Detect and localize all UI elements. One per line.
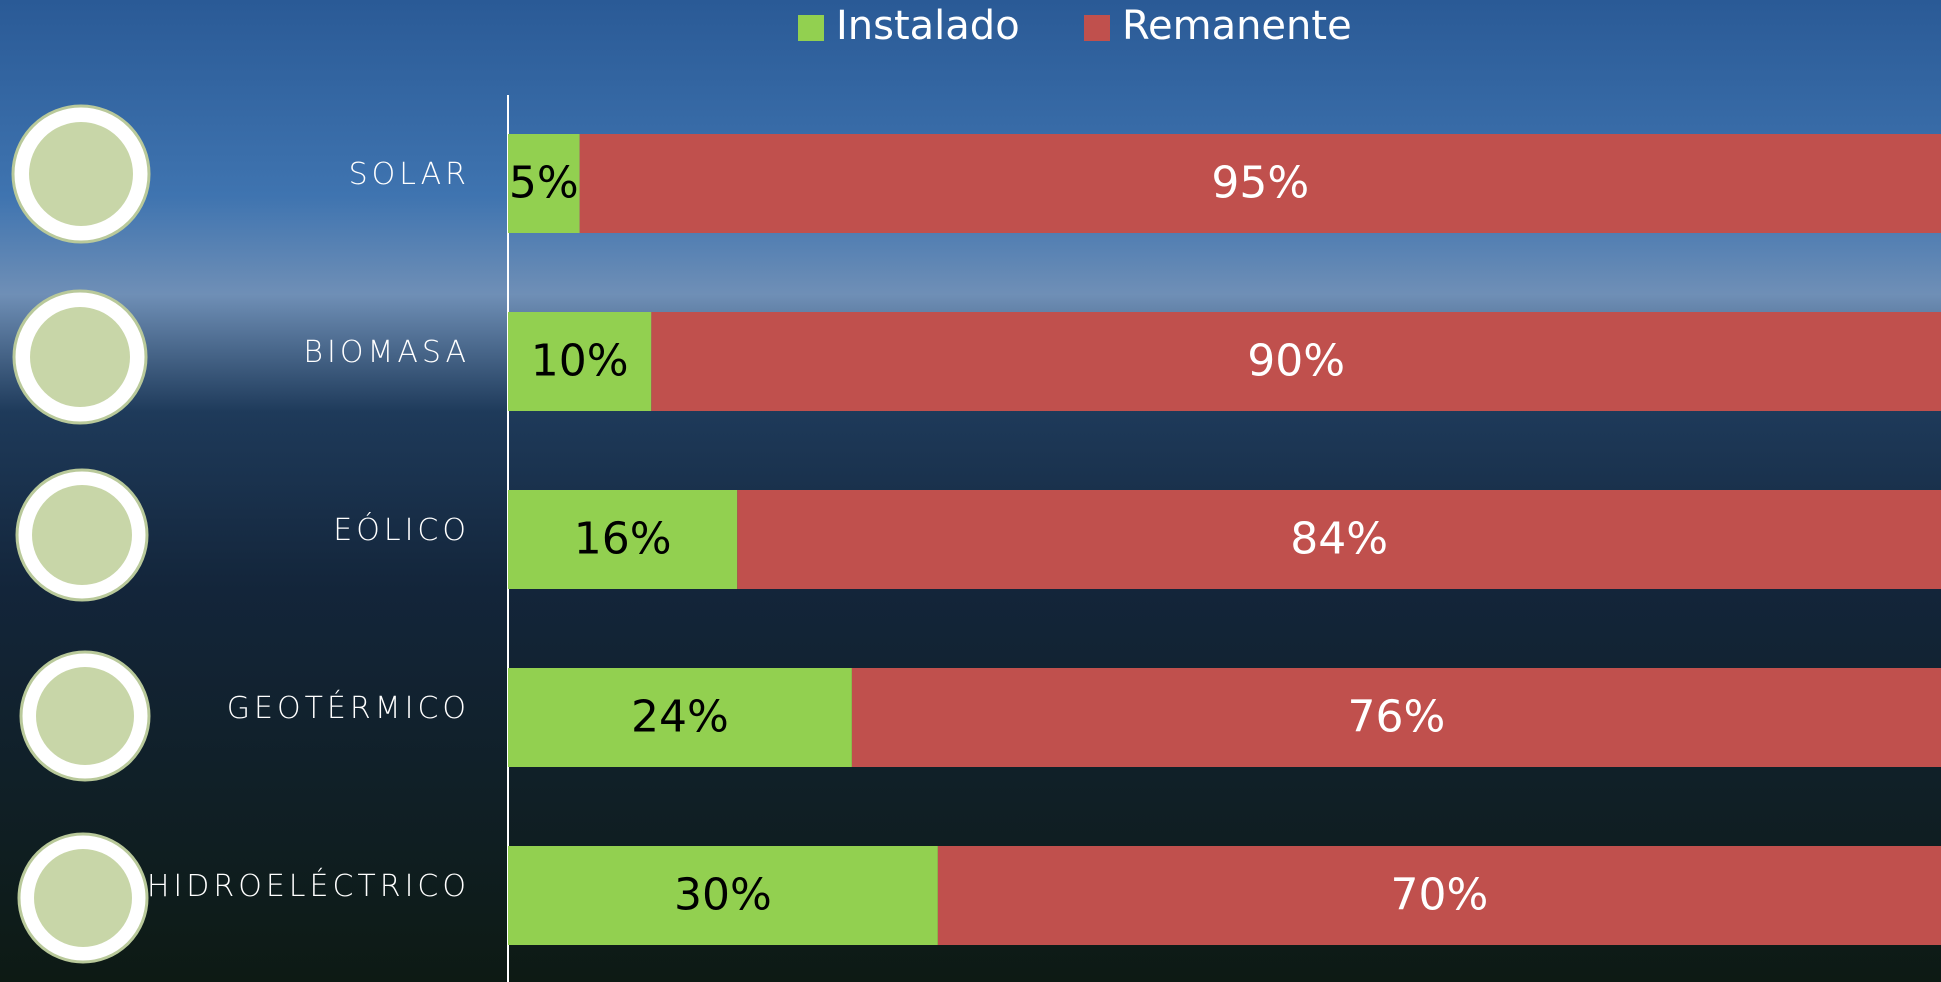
legend-swatch: [1084, 15, 1110, 41]
category-label: SOLAR: [349, 157, 470, 192]
legend-swatch: [798, 15, 824, 41]
bar-segment: [508, 134, 580, 233]
value-label: 10%: [531, 336, 629, 387]
value-label: 5%: [509, 158, 579, 209]
category-label: GEOTÉRMICO: [227, 690, 470, 726]
bar-segment: [508, 668, 852, 767]
legend-label: Instalado: [836, 3, 1020, 49]
bar-segment: [737, 490, 1941, 589]
value-label: 30%: [674, 870, 772, 921]
value-label: 16%: [574, 514, 672, 565]
value-label: 84%: [1290, 514, 1388, 565]
value-label: 90%: [1247, 336, 1345, 387]
bar-segment: [508, 846, 938, 945]
value-label: 24%: [631, 692, 729, 743]
icon-glyphs: [29, 122, 134, 947]
value-label: 95%: [1211, 158, 1309, 209]
category-label: BIOMASA: [303, 335, 470, 370]
category-label: EÓLICO: [333, 511, 470, 548]
value-label: 76%: [1348, 692, 1446, 743]
bar-segment: [651, 312, 1941, 411]
bar-segment: [508, 490, 738, 589]
bar-segment: [579, 134, 1941, 233]
value-label: 70%: [1391, 870, 1489, 921]
bar-segment: [508, 312, 652, 411]
bar-segment: [851, 668, 1941, 767]
legend-label: Remanente: [1122, 3, 1352, 49]
bar-segment: [937, 846, 1941, 945]
category-label: HIDROELÉCTRICO: [147, 868, 470, 904]
